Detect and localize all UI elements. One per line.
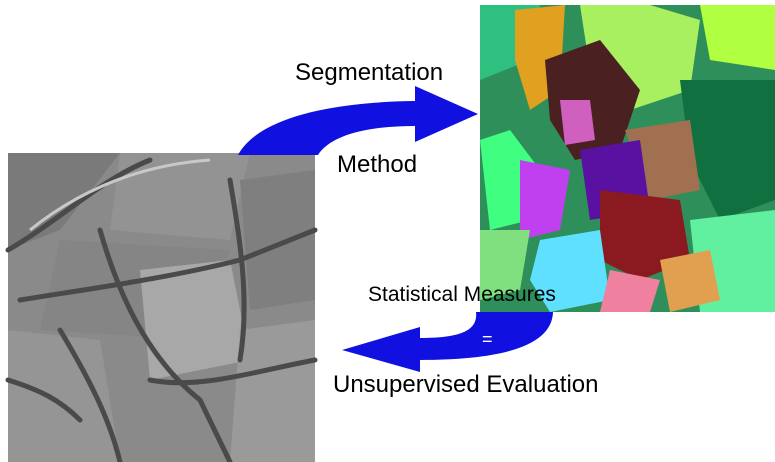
segmentation-label: Segmentation xyxy=(295,59,443,86)
method-label: Method xyxy=(337,151,417,178)
arrow-segmentation xyxy=(238,86,478,155)
arrow-evaluation xyxy=(342,312,553,372)
segmented-image xyxy=(480,5,775,312)
input-image xyxy=(5,153,318,462)
unsupervised-evaluation-label: Unsupervised Evaluation xyxy=(333,371,599,398)
statistical-measures-label: Statistical Measures xyxy=(368,283,556,306)
equals-symbol: = xyxy=(482,329,493,349)
